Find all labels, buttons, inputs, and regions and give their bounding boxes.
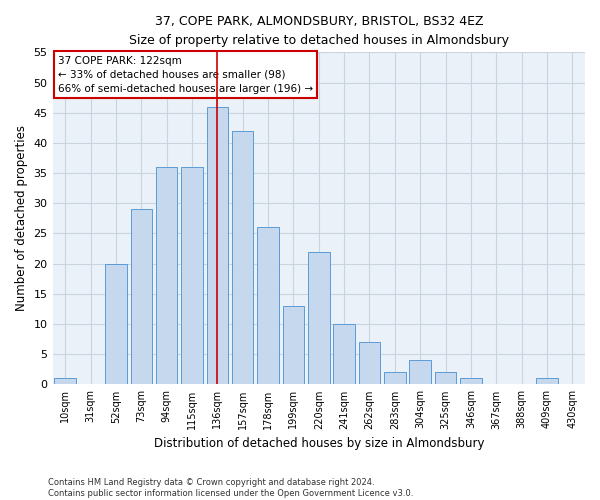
Bar	[257, 228, 279, 384]
Title: 37, COPE PARK, ALMONDSBURY, BRISTOL, BS32 4EZ
Size of property relative to detac: 37, COPE PARK, ALMONDSBURY, BRISTOL, BS3…	[129, 15, 509, 47]
Bar	[283, 306, 304, 384]
Bar	[131, 210, 152, 384]
Bar	[105, 264, 127, 384]
Bar	[435, 372, 457, 384]
Text: Contains HM Land Registry data © Crown copyright and database right 2024.
Contai: Contains HM Land Registry data © Crown c…	[48, 478, 413, 498]
Bar	[359, 342, 380, 384]
Y-axis label: Number of detached properties: Number of detached properties	[15, 126, 28, 312]
Bar	[308, 252, 329, 384]
Bar	[460, 378, 482, 384]
Bar	[409, 360, 431, 384]
Bar	[232, 131, 253, 384]
Bar	[181, 167, 203, 384]
Bar	[334, 324, 355, 384]
Bar	[206, 106, 228, 384]
Bar	[384, 372, 406, 384]
Bar	[55, 378, 76, 384]
Bar	[156, 167, 178, 384]
X-axis label: Distribution of detached houses by size in Almondsbury: Distribution of detached houses by size …	[154, 437, 484, 450]
Bar	[536, 378, 558, 384]
Text: 37 COPE PARK: 122sqm
← 33% of detached houses are smaller (98)
66% of semi-detac: 37 COPE PARK: 122sqm ← 33% of detached h…	[58, 56, 313, 94]
